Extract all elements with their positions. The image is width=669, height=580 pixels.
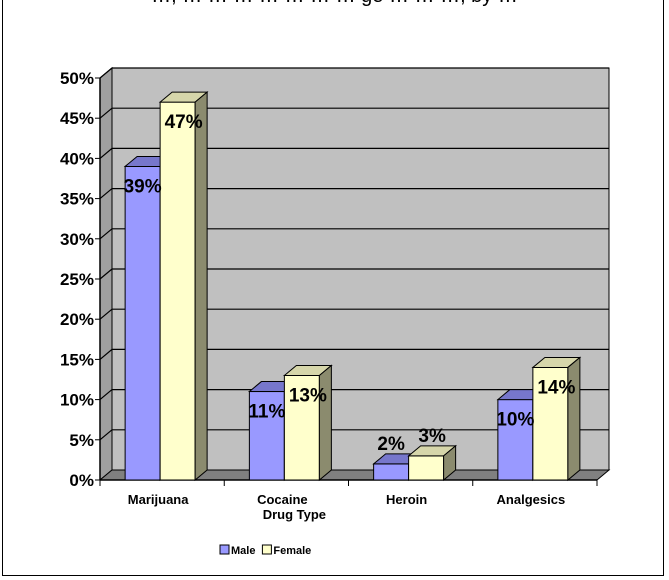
gridline (99, 147, 609, 159)
gridline (99, 107, 609, 119)
legend: Male Female (219, 544, 311, 557)
gridline (99, 389, 609, 401)
x-axis-label: Drug Type (263, 507, 326, 522)
y-tick-label: 0% (69, 471, 94, 490)
category-label: Heroin (386, 492, 427, 507)
gridline (99, 188, 609, 200)
data-label: 13% (289, 385, 327, 406)
gridline (99, 228, 609, 240)
bar-front (159, 101, 196, 481)
gridline (99, 308, 609, 320)
y-tick-label: 20% (60, 310, 94, 329)
bar-front (532, 366, 569, 481)
legend-label-female: Female (273, 545, 311, 557)
bar-female-cocaine (282, 364, 333, 482)
data-label: 11% (248, 402, 285, 423)
bar-side (318, 364, 332, 482)
category-label: Analgesics (497, 492, 566, 507)
bar-front (408, 455, 445, 481)
gridlines (99, 67, 609, 441)
chart-title: …, … … … … … … … ge … … …, by … (0, 0, 669, 8)
data-label: 3% (418, 426, 446, 447)
gridline (99, 348, 609, 360)
y-tick-labels: 0% 5% 10% 15% 20% 25% 30% 35% 40% 45% 50% (60, 69, 94, 490)
y-tick-label: 25% (60, 270, 94, 289)
bar-female-analgesics (531, 356, 582, 482)
category-labels: Marijuana Cocaine Heroin Analgesics (128, 492, 565, 507)
bars (123, 91, 582, 482)
legend-swatch-female (261, 544, 272, 555)
data-label: 2% (377, 434, 405, 455)
data-label: 10% (496, 410, 534, 431)
data-label: 39% (124, 176, 162, 197)
data-label: 14% (537, 377, 575, 398)
y-tick-label: 40% (60, 149, 94, 168)
data-label: 47% (165, 112, 203, 133)
gridline (99, 268, 609, 280)
gridline (99, 67, 609, 79)
y-tick-label: 45% (60, 109, 94, 128)
category-label: Cocaine (257, 492, 308, 507)
category-label: Marijuana (128, 492, 189, 507)
bar-female-heroin (407, 444, 458, 482)
y-tick-label: 10% (60, 391, 94, 410)
y-tick-label: 30% (60, 230, 94, 249)
data-labels: 39% 47% 11%13% 2% 3% 10%14% (124, 112, 576, 455)
y-tick-label: 5% (69, 431, 94, 450)
bar-front (497, 399, 534, 481)
y-tick-label: 50% (60, 69, 94, 88)
bar-front (124, 165, 161, 481)
y-tick-label: 15% (60, 350, 94, 369)
bar-side (194, 91, 208, 482)
legend-swatch-male (219, 544, 230, 555)
bar-front (373, 463, 410, 481)
bar-side (567, 356, 581, 482)
y-tick-label: 35% (60, 190, 94, 209)
legend-label-male: Male (231, 545, 255, 557)
bar-side (443, 444, 457, 482)
bar-female-marijuana (158, 91, 209, 482)
gridline (99, 429, 609, 441)
